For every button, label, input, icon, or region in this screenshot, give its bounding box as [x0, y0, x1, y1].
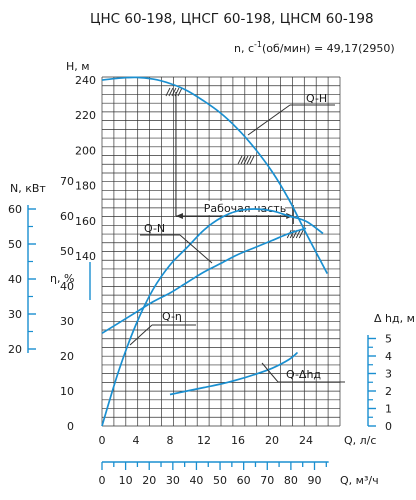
speed-label: n, c-1(об/мин) = 49,17(2950)	[234, 40, 395, 55]
hatch-stroke	[165, 87, 171, 97]
npsh-tick-label: 1	[385, 403, 392, 416]
q-m3h-tick-label: 50	[213, 474, 227, 487]
n-tick-label: 40	[8, 273, 22, 286]
h-axis-title: H, м	[66, 60, 90, 73]
hatch-stroke	[237, 155, 243, 165]
n-axis-title: N, кВт	[10, 182, 46, 195]
q-m3h-tick-label: 10	[119, 474, 133, 487]
q-ls-tick-label: 20	[265, 434, 279, 447]
series-line-q-npsh	[169, 351, 299, 396]
h-tick-label: 220	[75, 109, 96, 122]
npsh-tick-label: 2	[385, 385, 392, 398]
eta-tick-label: 0	[67, 420, 74, 433]
curve-label-q-n: Q-N	[144, 222, 165, 235]
working-range-label: Рабочая часть	[204, 202, 286, 215]
working-range: Рабочая часть	[165, 87, 304, 239]
npsh-tick-label: 5	[385, 333, 392, 346]
n-tick-label: 60	[8, 203, 22, 216]
speed-label-exp: -1	[254, 40, 262, 49]
h-tick-label: 200	[75, 144, 96, 157]
hatch-stroke	[243, 155, 249, 165]
h-tick-label: 160	[75, 215, 96, 228]
q-m3h-tick-label: 90	[308, 474, 322, 487]
grid	[101, 76, 341, 427]
hatch-stroke	[240, 155, 246, 165]
q-m3h-tick-label: 60	[237, 474, 251, 487]
q-ls-tick-label: 8	[167, 434, 174, 447]
eta-tick-label: 30	[60, 315, 74, 328]
eta-tick-label: 20	[60, 350, 74, 363]
series-line-q-eta	[101, 208, 324, 427]
q-ls-tick-label: 12	[197, 434, 211, 447]
axes: 1401601802002202402030405060010203040506…	[8, 74, 392, 487]
npsh-tick-label: 0	[385, 420, 392, 433]
h-tick-label: 240	[75, 74, 96, 87]
curve-label-q-h: Q-H	[306, 92, 327, 105]
leader-q-eta	[129, 324, 153, 346]
curves	[101, 76, 329, 427]
hatch-stroke	[174, 87, 180, 97]
series-line-q-h	[101, 76, 329, 275]
speed-label-value: (об/мин) = 49,17(2950)	[262, 42, 395, 55]
operating-point-hatch	[237, 155, 255, 165]
q-m3h-tick-label: 0	[99, 474, 106, 487]
q-ls-tick-label: 24	[299, 434, 313, 447]
working-range-hatch-left	[165, 87, 183, 97]
chart-title: ЦНС 60-198, ЦНСГ 60-198, ЦНСМ 60-198	[90, 11, 374, 27]
speed-label-n: n, c	[234, 42, 254, 55]
hatch-stroke	[249, 155, 255, 165]
q-m3h-tick-label: 80	[284, 474, 298, 487]
npsh-tick-label: 4	[385, 350, 392, 363]
eta-tick-label: 40	[60, 280, 74, 293]
h-tick-label: 180	[75, 180, 96, 193]
curve-label-q-npsh: Q-Δhд	[286, 368, 321, 381]
q-m3h-tick-label: 70	[260, 474, 274, 487]
q-m3h-tick-label: 20	[142, 474, 156, 487]
q-m3h-tick-label: 40	[189, 474, 203, 487]
hatch-stroke	[246, 155, 252, 165]
n-tick-label: 20	[8, 343, 22, 356]
q-ls-tick-label: 0	[99, 434, 106, 447]
eta-tick-label: 10	[60, 385, 74, 398]
eta-tick-label: 70	[60, 175, 74, 188]
q-m3h-axis-title: Q, м³/ч	[340, 474, 379, 487]
npsh-tick-label: 3	[385, 368, 392, 381]
hatch-stroke	[177, 87, 183, 97]
working-range-label-bg	[205, 201, 285, 215]
leader-q-n	[179, 234, 213, 264]
hatch-stroke	[168, 87, 174, 97]
q-m3h-tick-label: 30	[166, 474, 180, 487]
n-tick-label: 30	[8, 308, 22, 321]
eta-tick-label: 60	[60, 210, 74, 223]
hatch-stroke	[298, 229, 304, 239]
working-range-arrow-left	[175, 213, 183, 219]
n-tick-label: 50	[8, 238, 22, 251]
npsh-axis-title: Δ hд, м	[374, 312, 415, 325]
q-ls-axis-title: Q, л/с	[344, 434, 376, 447]
leader-q-h	[247, 104, 291, 136]
leader-q-npsh	[261, 362, 279, 383]
hatch-stroke	[171, 87, 177, 97]
eta-tick-label: 50	[60, 245, 74, 258]
q-ls-tick-label: 16	[231, 434, 245, 447]
q-ls-tick-label: 4	[133, 434, 140, 447]
curve-label-q-eta: Q-η	[162, 310, 182, 323]
eta-axis-title: η, %	[50, 272, 74, 285]
series-line-q-n	[101, 227, 307, 335]
annotations: Q-H Q-N Q-η Q-Δhд	[129, 92, 345, 383]
h-tick-label: 140	[75, 250, 96, 263]
hatch-stroke	[295, 229, 301, 239]
